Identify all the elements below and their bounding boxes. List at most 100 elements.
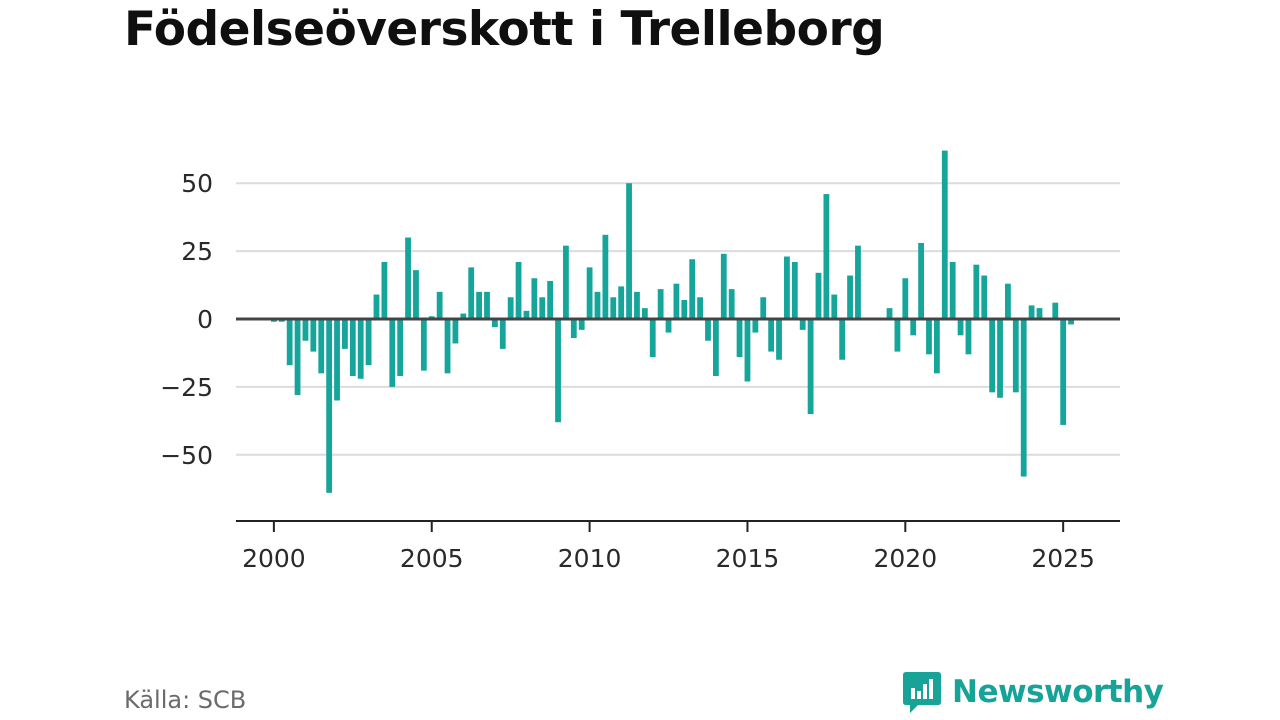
- x-tick-label: 2005: [400, 544, 464, 573]
- bar: [973, 264, 980, 319]
- bar: [294, 319, 301, 396]
- y-tick-label: 0: [197, 305, 213, 334]
- bar: [933, 319, 940, 374]
- bar: [555, 319, 561, 423]
- bar: [965, 319, 972, 355]
- bar: [1028, 305, 1035, 319]
- bar: [641, 308, 648, 319]
- bar: [578, 319, 585, 330]
- y-tick-label: 50: [181, 169, 213, 198]
- bar: [381, 261, 388, 319]
- bar: [1068, 319, 1074, 325]
- bar: [791, 261, 798, 319]
- bar: [515, 261, 522, 319]
- bar: [570, 319, 577, 339]
- bar: [468, 267, 475, 319]
- bar: [310, 319, 317, 352]
- bar: [1036, 308, 1043, 319]
- bar: [318, 319, 325, 374]
- bar: [949, 261, 956, 319]
- bar: [697, 297, 703, 319]
- bar: [941, 150, 948, 319]
- x-axis: 2000 2005 2010 2015 2020 2025: [236, 520, 1120, 573]
- bar: [665, 319, 672, 333]
- bar: [397, 319, 404, 377]
- bar: [507, 297, 514, 319]
- bar: [1012, 319, 1019, 393]
- bar: [342, 319, 348, 349]
- newsworthy-logo-icon: [903, 672, 941, 713]
- bar: [981, 275, 988, 319]
- bar: [815, 272, 822, 319]
- bar: [302, 319, 309, 341]
- y-tick-label: 25: [181, 237, 213, 266]
- bar: [728, 289, 735, 319]
- bar: [1020, 319, 1027, 477]
- bar: [484, 291, 490, 319]
- bar: [673, 283, 680, 319]
- bar: [886, 308, 893, 319]
- bar: [894, 319, 901, 352]
- brand-logo[interactable]: Newsworthy: [902, 670, 1164, 714]
- bar: [357, 319, 364, 379]
- bar: [610, 297, 617, 319]
- bar: [452, 319, 459, 344]
- bar: [720, 253, 727, 319]
- bar: [989, 319, 996, 393]
- bar: [855, 245, 861, 319]
- bar: [902, 278, 909, 319]
- chart-title: Födelseöverskott i Trelleborg: [124, 2, 885, 57]
- bar: [926, 319, 932, 355]
- bar: [657, 289, 664, 319]
- bar: [768, 319, 775, 352]
- bar: [389, 319, 396, 387]
- bar: [910, 319, 917, 336]
- bar: [547, 280, 554, 319]
- bar: [831, 294, 838, 319]
- bar: [476, 291, 482, 319]
- bars: [236, 150, 1120, 493]
- bar: [602, 234, 609, 319]
- bar: [799, 319, 806, 330]
- bar: [420, 319, 427, 371]
- bar: [373, 294, 380, 319]
- x-tick-label: 2015: [716, 544, 780, 573]
- bar: [626, 183, 632, 319]
- bar: [326, 319, 333, 493]
- bar: [736, 319, 743, 358]
- bar: [997, 319, 1003, 398]
- bar: [957, 319, 964, 336]
- bar: [634, 291, 640, 319]
- bar: [460, 313, 467, 319]
- bar: [1052, 302, 1059, 319]
- bar: [334, 319, 340, 401]
- bar: [365, 319, 372, 366]
- bar: [436, 291, 443, 319]
- bar: [563, 245, 569, 319]
- bar: [752, 319, 759, 333]
- bar: [286, 319, 293, 366]
- bar: [1060, 319, 1067, 425]
- bar: [491, 319, 498, 328]
- bar: [839, 319, 846, 360]
- bar: [689, 259, 696, 319]
- bar: [618, 286, 625, 319]
- bar: [807, 319, 814, 415]
- bar: [531, 278, 538, 319]
- x-tick-label: 2010: [558, 544, 622, 573]
- bar: [523, 310, 530, 319]
- bar: [847, 275, 853, 319]
- bar: [413, 270, 419, 319]
- bar: [705, 319, 711, 341]
- bar: [586, 267, 593, 319]
- bar: [744, 319, 751, 382]
- bar: [776, 319, 782, 360]
- bar: [712, 319, 719, 377]
- bar: [405, 237, 411, 319]
- bar: [918, 242, 924, 319]
- brand-name: Newsworthy: [952, 674, 1164, 710]
- y-axis-labels: 50 25 0 −25 −50: [160, 169, 213, 470]
- source-note: Källa: SCB: [124, 686, 247, 714]
- bar: [760, 297, 767, 319]
